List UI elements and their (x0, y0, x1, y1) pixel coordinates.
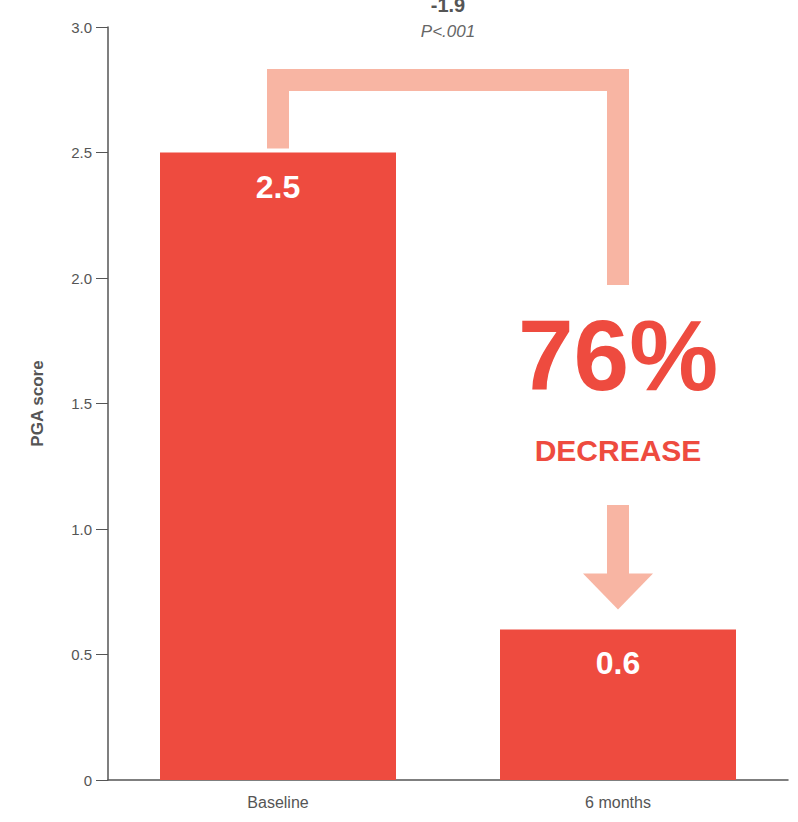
svg-text:Baseline: Baseline (247, 794, 308, 811)
svg-text:1.0: 1.0 (71, 521, 92, 538)
svg-text:3.0: 3.0 (71, 19, 92, 36)
svg-text:76%: 76% (518, 299, 718, 411)
svg-text:0: 0 (84, 772, 92, 789)
svg-text:6 months: 6 months (585, 794, 651, 811)
svg-text:-1.9: -1.9 (431, 0, 465, 16)
svg-text:1.5: 1.5 (71, 395, 92, 412)
svg-text:PGA score: PGA score (28, 360, 47, 446)
svg-text:2.5: 2.5 (71, 144, 92, 161)
svg-text:DECREASE: DECREASE (535, 434, 702, 467)
svg-text:0.6: 0.6 (596, 645, 640, 681)
svg-text:0.5: 0.5 (71, 646, 92, 663)
svg-text:2.0: 2.0 (71, 270, 92, 287)
svg-text:2.5: 2.5 (256, 169, 300, 205)
svg-text:P<.001: P<.001 (421, 22, 475, 41)
